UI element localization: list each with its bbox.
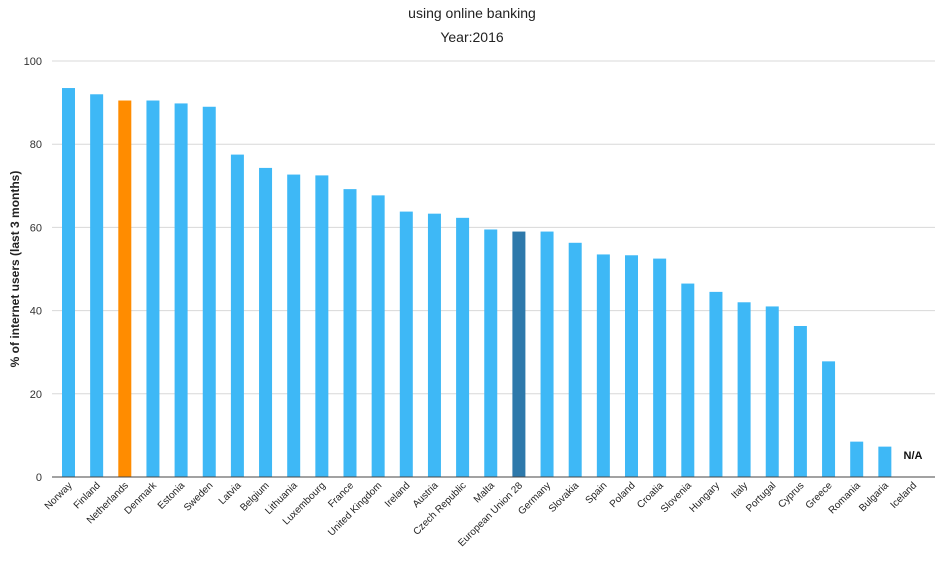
- bar-malta: [484, 229, 498, 477]
- x-tick-label: Iceland: [889, 480, 920, 511]
- bar-belgium: [259, 167, 273, 478]
- chart-title: using online banking: [408, 5, 536, 21]
- y-tick-label: 100: [24, 56, 42, 68]
- y-tick-label: 0: [36, 472, 42, 484]
- x-tick-label: Denmark: [123, 480, 160, 517]
- bar-lithuania: [287, 174, 301, 477]
- x-tick-label: Latvia: [217, 480, 244, 507]
- x-tick-label: Slovenia: [659, 480, 694, 515]
- chart-subtitle: Year:2016: [440, 29, 504, 45]
- x-tick-label: Norway: [43, 480, 75, 512]
- bar-hungary: [709, 291, 723, 477]
- x-tick-label: Sweden: [182, 480, 215, 513]
- missing-value-label: N/A: [904, 450, 923, 462]
- bar-finland: [90, 94, 104, 477]
- x-tick-label: United Kingdom: [326, 480, 384, 538]
- x-tick-label: Hungary: [688, 480, 723, 515]
- bar-denmark: [146, 100, 160, 478]
- bar-cyprus: [793, 325, 807, 477]
- bar-france: [343, 189, 357, 478]
- bar-romania: [850, 441, 864, 477]
- x-tick-label: Malta: [472, 480, 497, 505]
- bar-greece: [822, 361, 836, 477]
- bar-sweden: [202, 106, 216, 477]
- bar-slovenia: [681, 283, 695, 477]
- bar-latvia: [230, 154, 244, 477]
- y-tick-label: 60: [30, 222, 42, 234]
- x-tick-label: Spain: [584, 480, 610, 506]
- bar-united-kingdom: [371, 195, 385, 478]
- bar-portugal: [765, 306, 779, 477]
- bar-croatia: [653, 258, 667, 477]
- x-tick-label: Italy: [729, 480, 750, 501]
- bar-slovakia: [568, 242, 582, 477]
- bar-norway: [62, 88, 75, 477]
- bar-czech-republic: [456, 217, 470, 477]
- bar-european-union-28: [512, 231, 526, 477]
- y-axis-ticks: 0 20 40 60 80 100: [24, 56, 42, 484]
- bar-bulgaria: [878, 446, 892, 477]
- x-tick-label: Portugal: [744, 480, 778, 514]
- x-tick-label: Czech Republic: [411, 480, 468, 537]
- bar-germany: [540, 231, 554, 477]
- x-axis-labels: NorwayFinlandNetherlandsDenmarkEstoniaSw…: [43, 480, 919, 549]
- x-tick-label: Cyprus: [776, 480, 806, 510]
- x-tick-label: Romania: [827, 480, 863, 516]
- y-tick-label: 80: [30, 139, 42, 151]
- y-tick-label: 40: [30, 306, 42, 318]
- x-tick-label: Slovakia: [547, 480, 582, 515]
- bar-estonia: [174, 103, 188, 477]
- bar-luxembourg: [315, 175, 329, 477]
- bar-netherlands: [118, 100, 132, 478]
- x-tick-label: Ireland: [383, 480, 412, 509]
- bar-poland: [625, 255, 638, 477]
- x-tick-label: Poland: [608, 480, 638, 510]
- bars: N/A: [62, 88, 923, 478]
- bar-italy: [737, 302, 751, 477]
- bar-spain: [596, 254, 610, 477]
- y-tick-label: 20: [30, 389, 42, 401]
- bar-austria: [427, 213, 441, 477]
- bar-ireland: [399, 211, 413, 478]
- x-tick-label: Bulgaria: [857, 480, 891, 514]
- y-axis-title: % of internet users (last 3 months): [8, 171, 22, 368]
